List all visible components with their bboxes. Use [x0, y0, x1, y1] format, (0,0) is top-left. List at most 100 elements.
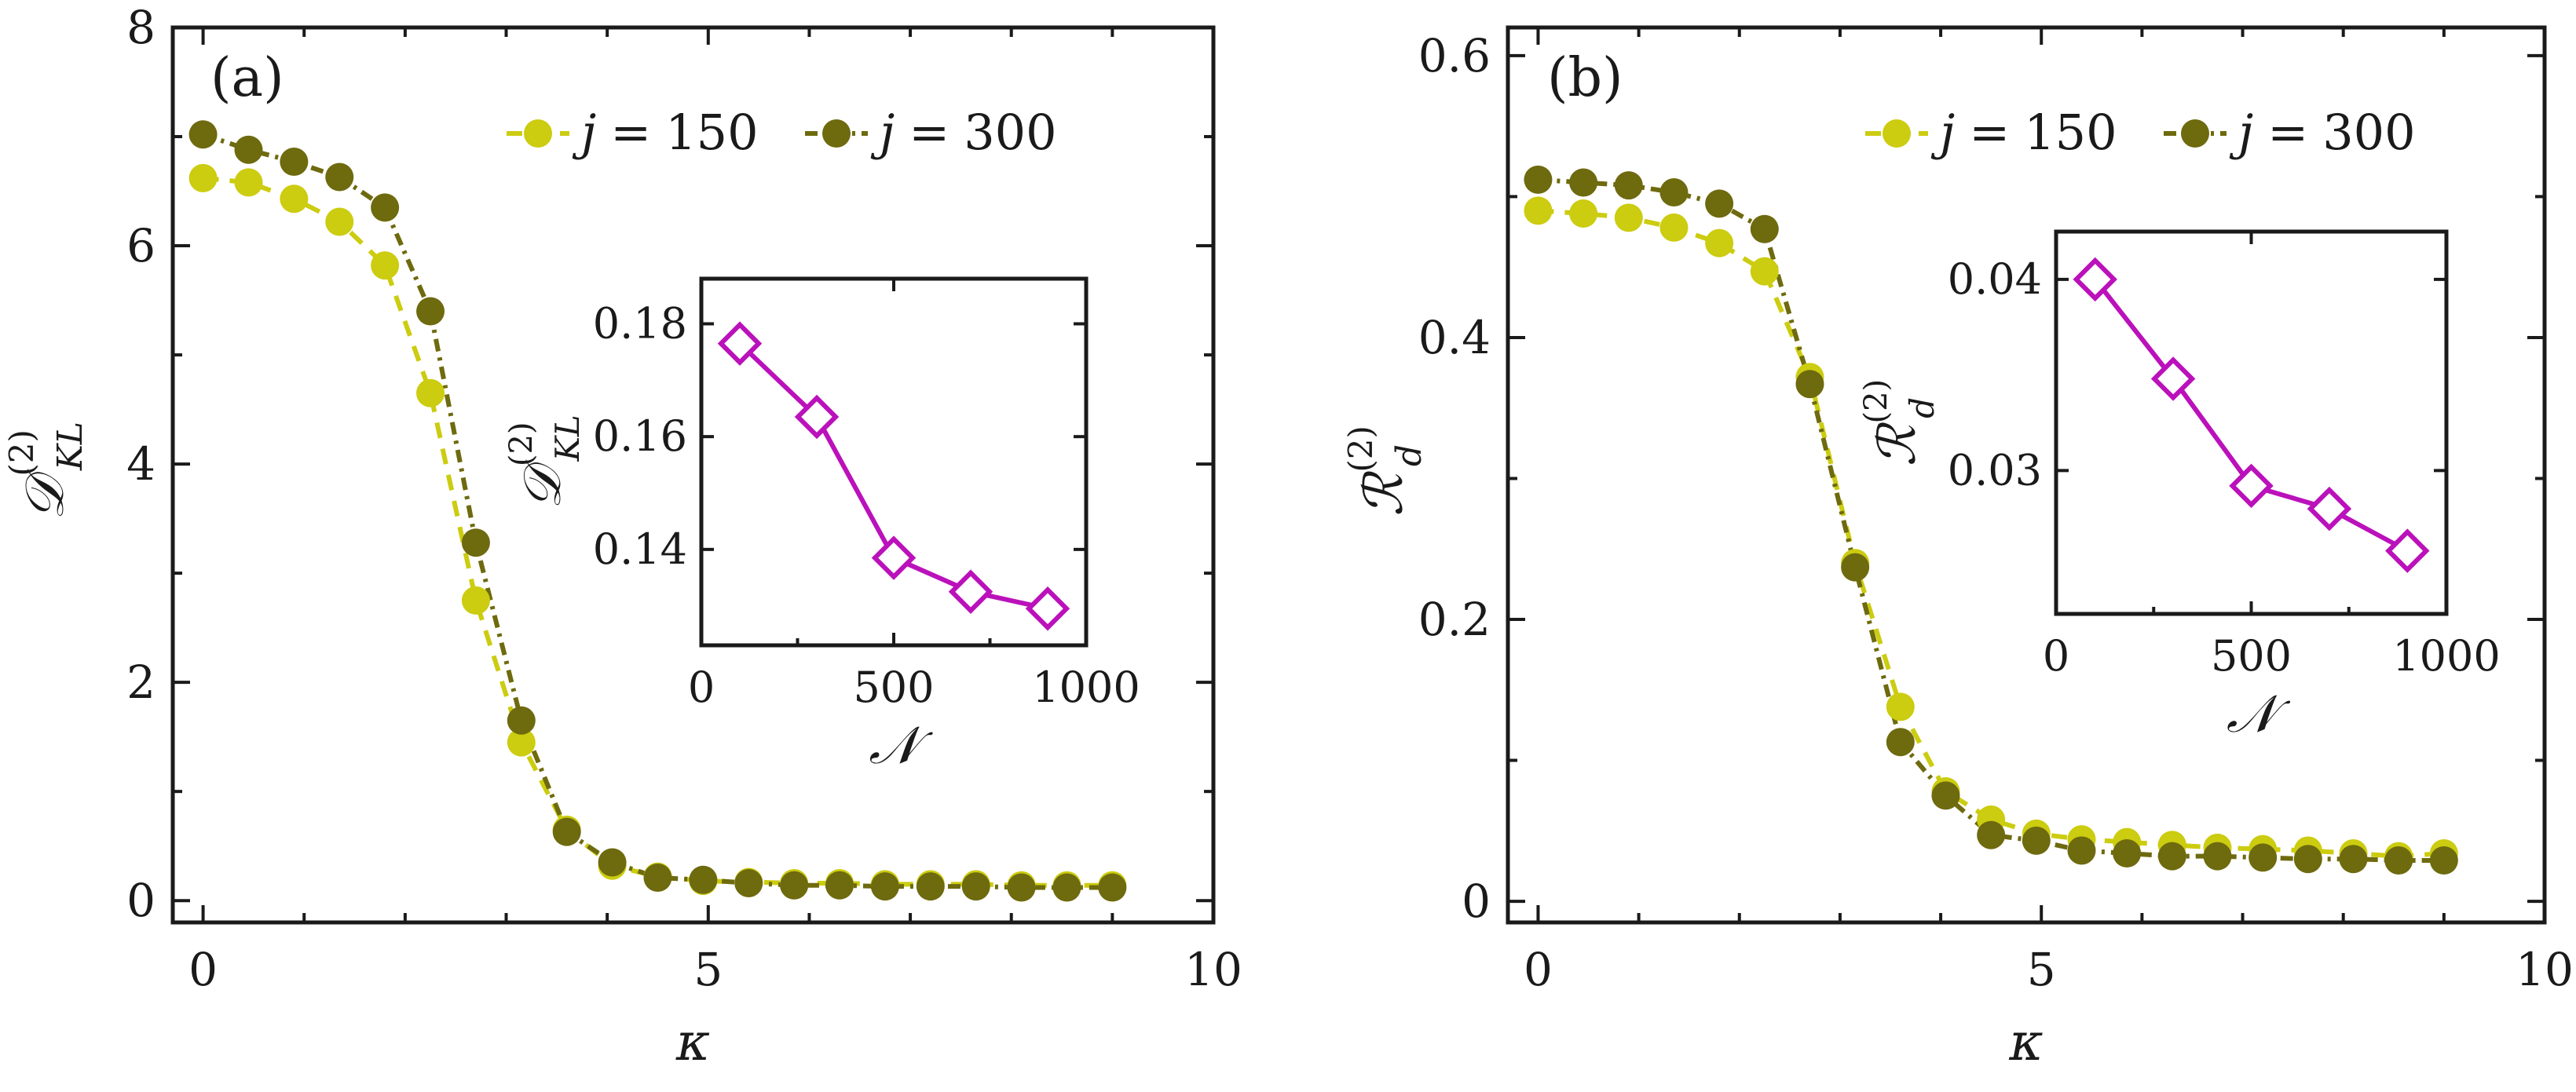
inset-x-tick-label: 0: [688, 663, 715, 712]
data-point-j150: [325, 207, 354, 236]
y-tick-label: 0.2: [1418, 593, 1491, 646]
y-axis-label-main: ℛ: [1353, 470, 1415, 517]
inset-data-point: [794, 394, 840, 440]
data-point-j300: [371, 193, 400, 222]
data-point-j150: [1659, 213, 1689, 242]
inset-data-point: [948, 569, 993, 614]
data-point-j300: [916, 872, 945, 901]
data-point-j150: [280, 184, 309, 214]
data-point-j150: [416, 378, 445, 407]
inset-data-point: [1025, 586, 1070, 631]
x-tick-label: 0: [1524, 943, 1553, 996]
inset-y-label-subscript: d: [1903, 397, 1941, 418]
data-point-j300: [780, 871, 809, 900]
legend-variable: j: [2229, 104, 2253, 161]
data-point-j300: [2203, 842, 2232, 871]
data-point-j300: [188, 120, 218, 149]
inset-data-point: [2229, 463, 2274, 509]
plot-frame: [1506, 25, 2547, 925]
inset-y-label-main: ℛ: [1867, 422, 1927, 466]
inset-x-tick-label: 1000: [1032, 663, 1140, 712]
x-axis-label: κ: [675, 1012, 710, 1072]
inset-y-axis-label: ℛ(2) d: [1858, 379, 1941, 466]
inset-y-axis-label: 𝒟(2) KL: [503, 415, 587, 509]
y-tick-label: 0.6: [1418, 29, 1491, 82]
data-point-j300: [1098, 873, 1127, 902]
x-tick-label: 10: [2516, 943, 2574, 996]
data-point-j300: [2429, 846, 2458, 875]
data-point-j300: [2157, 842, 2186, 871]
data-point-j300: [1659, 178, 1689, 207]
data-point-j150: [234, 168, 263, 197]
inset-frame: [2054, 229, 2449, 616]
legend-marker-300: [2181, 119, 2209, 148]
data-point-j300: [2293, 845, 2322, 874]
data-point-j150: [371, 251, 400, 280]
x-tick-label: 10: [1184, 943, 1242, 996]
data-point-j300: [2384, 846, 2413, 875]
legend-equals: =: [2267, 104, 2308, 161]
x-tick-label: 0: [188, 943, 218, 996]
legend-marker-300: [822, 119, 851, 148]
panel-label: (b): [1547, 47, 1623, 109]
data-point-j300: [1795, 370, 1824, 399]
legend-value: 300: [2322, 104, 2415, 161]
data-point-j150: [1886, 692, 1915, 721]
data-point-j300: [234, 135, 263, 164]
inset-data-point: [717, 321, 763, 366]
data-point-j300: [2067, 836, 2096, 865]
data-point-j300: [2022, 826, 2051, 855]
legend-variable: j: [1930, 104, 1955, 161]
data-point-j300: [643, 864, 672, 892]
data-point-j300: [1524, 165, 1553, 194]
data-point-j300: [825, 871, 854, 900]
data-point-j300: [2249, 843, 2278, 872]
x-tick-label: 5: [693, 943, 723, 996]
plot-frame: [170, 25, 1216, 925]
data-point-j300: [325, 163, 354, 192]
data-point-j300: [280, 148, 309, 176]
inset-y-tick-label: 0.18: [593, 298, 687, 348]
data-point-j300: [1886, 728, 1915, 757]
y-tick-label: 2: [126, 656, 156, 709]
data-point-j300: [1750, 214, 1779, 243]
legend-entry-300: j = 300: [870, 104, 1057, 161]
legend-entry-300: j = 300: [2229, 104, 2416, 161]
data-point-j300: [2113, 839, 2142, 868]
legend-variable: j: [870, 104, 895, 161]
data-point-j300: [689, 865, 718, 894]
y-axis-label: 𝒟(2) KL: [2, 422, 90, 520]
data-point-j300: [598, 848, 627, 877]
data-point-j300: [1977, 820, 2006, 849]
inset-data-point: [871, 535, 917, 580]
legend-value: 150: [2024, 104, 2117, 161]
inset-x-axis-label: 𝒩: [869, 715, 933, 776]
legend-variable: j: [572, 104, 596, 161]
data-point-j300: [2339, 845, 2368, 874]
data-point-j150: [507, 728, 536, 757]
inset-y-tick-label: 0.14: [593, 524, 687, 574]
inset-data-point: [2307, 486, 2352, 531]
data-point-j150: [1750, 257, 1779, 286]
legend-marker-150: [1883, 119, 1911, 148]
data-point-j300: [461, 528, 490, 557]
inset-x-tick-label: 0: [2043, 631, 2069, 681]
inset-data-point: [2150, 356, 2196, 401]
data-point-j300: [1569, 168, 1598, 197]
inset-x-tick-label: 1000: [2392, 631, 2500, 681]
inset-y-label-superscript: (2): [1858, 379, 1894, 424]
inset-x-tick-label: 500: [853, 663, 934, 712]
legend-entry-150: j = 150: [572, 104, 759, 161]
y-axis-label-superscript: (2): [2, 429, 41, 477]
panel-label: (a): [210, 47, 284, 109]
y-tick-label: 0: [126, 874, 156, 927]
y-axis-label: ℛ(2) d: [1341, 425, 1429, 517]
data-point-j300: [1841, 553, 1870, 582]
data-point-j300: [870, 872, 899, 901]
inset-y-label-subscript: KL: [548, 415, 587, 462]
legend-entry-150: j = 150: [1930, 104, 2117, 161]
legend-value: 150: [665, 104, 758, 161]
